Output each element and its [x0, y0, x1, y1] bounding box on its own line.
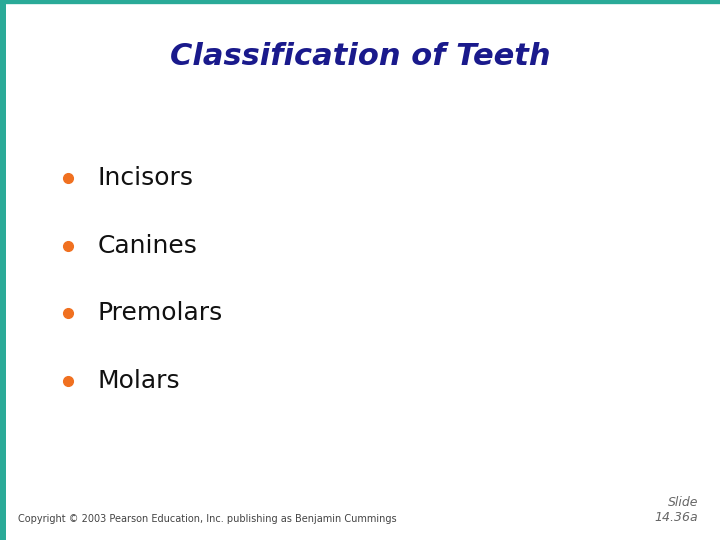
Text: Copyright © 2003 Pearson Education, Inc. publishing as Benjamin Cummings: Copyright © 2003 Pearson Education, Inc.… [18, 514, 397, 524]
Text: Incisors: Incisors [97, 166, 193, 190]
Text: Premolars: Premolars [97, 301, 222, 325]
Text: Classification of Teeth: Classification of Teeth [170, 42, 550, 71]
FancyBboxPatch shape [0, 0, 6, 540]
Text: Molars: Molars [97, 369, 180, 393]
Text: Canines: Canines [97, 234, 197, 258]
Text: Slide
14.36a: Slide 14.36a [654, 496, 698, 524]
